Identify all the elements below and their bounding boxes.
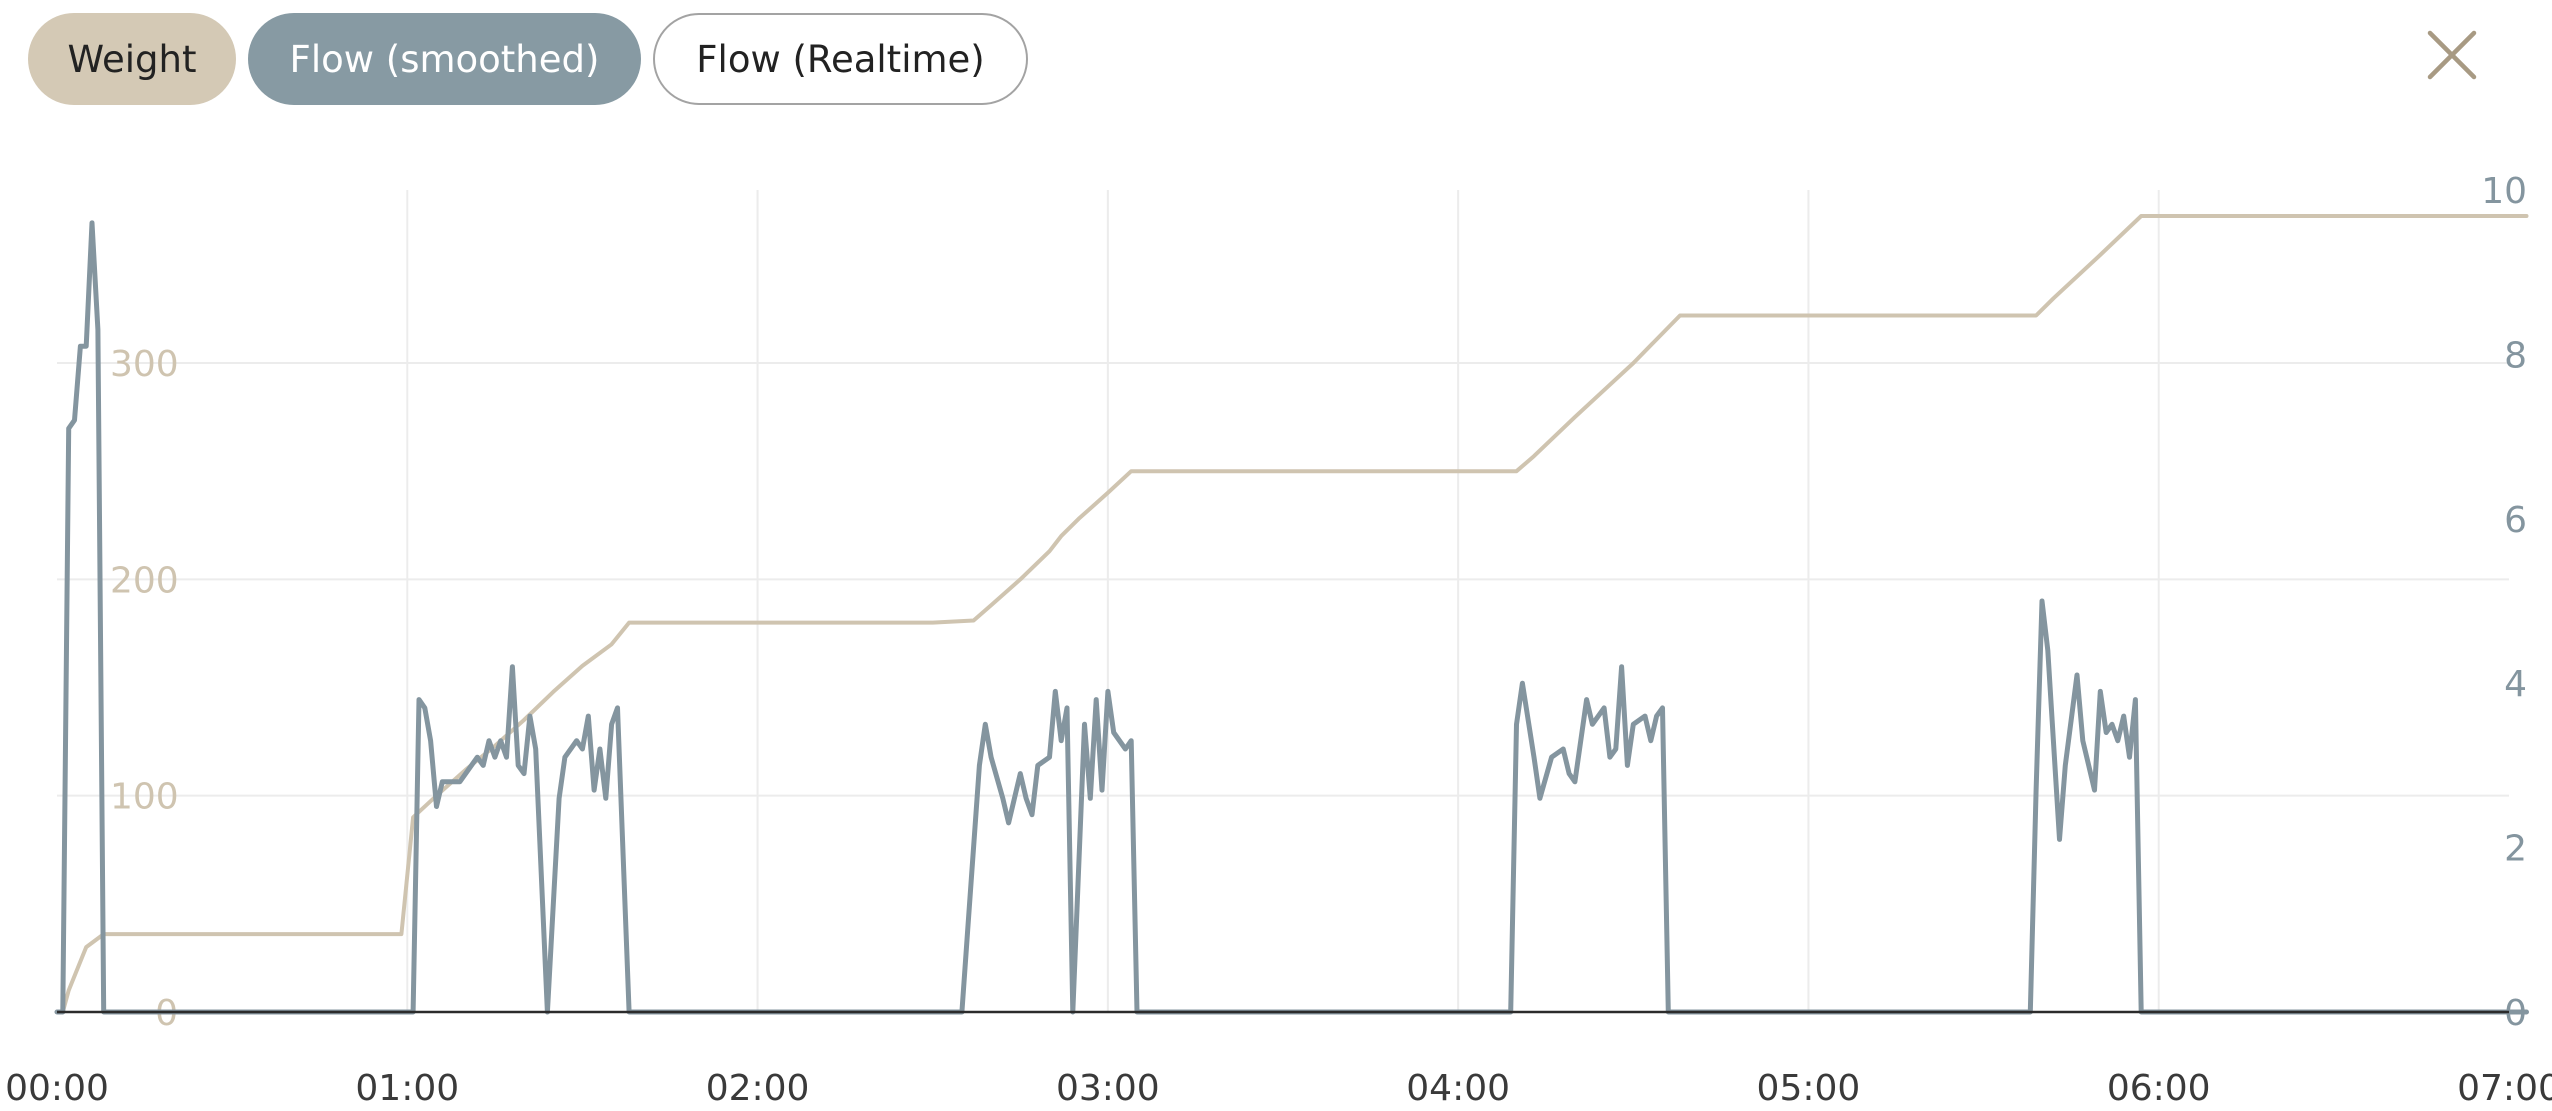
x-tick-label: 00:00 bbox=[5, 1068, 109, 1109]
x-tick-label: 06:00 bbox=[2107, 1068, 2211, 1109]
x-tick-label: 04:00 bbox=[1406, 1068, 1510, 1109]
y-left-tick-label: 200 bbox=[110, 560, 179, 601]
chart-toggle-bar: Weight Flow (smoothed) Flow (Realtime) bbox=[28, 13, 1028, 105]
y-left-tick-label: 300 bbox=[110, 344, 179, 385]
weight-toggle-button[interactable]: Weight bbox=[28, 13, 236, 105]
x-tick-label: 07:00 bbox=[2457, 1068, 2552, 1109]
y-right-tick-label: 6 bbox=[2504, 500, 2527, 541]
weight-series-line bbox=[55, 214, 2529, 1014]
close-button[interactable] bbox=[2424, 27, 2480, 83]
y-right-tick-label: 2 bbox=[2504, 829, 2527, 870]
x-tick-label: 05:00 bbox=[1757, 1068, 1861, 1109]
flow-smoothed-toggle-button[interactable]: Flow (smoothed) bbox=[248, 13, 641, 105]
x-tick-label: 01:00 bbox=[355, 1068, 459, 1109]
y-right-tick-label: 4 bbox=[2504, 664, 2527, 705]
flow-series-line bbox=[54, 220, 2529, 1015]
y-right-tick-label: 8 bbox=[2504, 335, 2527, 376]
x-tick-label: 02:00 bbox=[706, 1068, 810, 1109]
x-tick-label: 03:00 bbox=[1056, 1068, 1160, 1109]
close-icon bbox=[2427, 30, 2477, 80]
y-right-tick-label: 10 bbox=[2481, 171, 2527, 212]
y-left-tick-label: 100 bbox=[110, 777, 179, 818]
flow-realtime-toggle-button[interactable]: Flow (Realtime) bbox=[653, 13, 1028, 105]
